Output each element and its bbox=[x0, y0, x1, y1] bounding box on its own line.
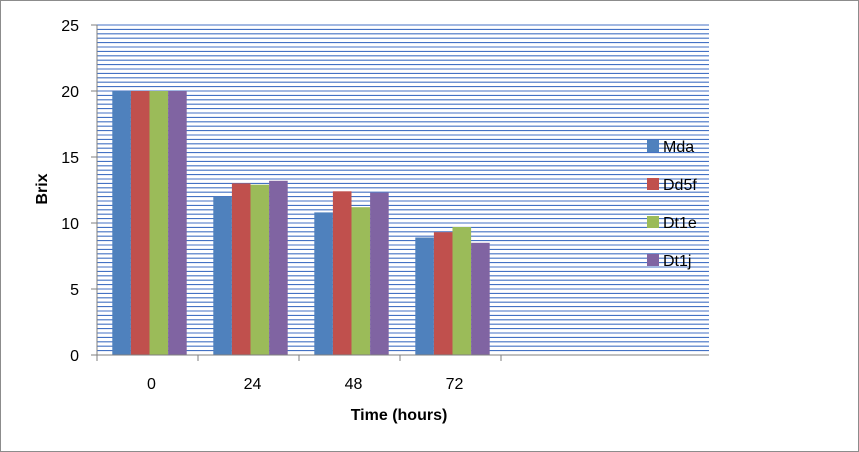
legend-label: Dt1j bbox=[663, 253, 691, 270]
y-tick-label: 20 bbox=[61, 84, 79, 101]
y-axis-title: Brix bbox=[34, 173, 51, 204]
x-tick-label: 48 bbox=[345, 376, 363, 393]
y-tick-label: 0 bbox=[70, 348, 79, 365]
legend-swatch bbox=[647, 178, 659, 190]
bar-dt1j-24 bbox=[269, 180, 288, 355]
bar-dd5f-72 bbox=[433, 232, 453, 355]
bar-mda-72 bbox=[415, 237, 434, 355]
bar-dd5f-48 bbox=[332, 191, 352, 355]
x-tick-label: 72 bbox=[446, 376, 464, 393]
x-tick-label: 0 bbox=[147, 376, 156, 393]
bars bbox=[112, 91, 490, 355]
bar-dt1j-0 bbox=[168, 91, 187, 355]
legend-swatch bbox=[647, 254, 659, 266]
legend-label: Dt1e bbox=[663, 215, 697, 232]
y-tick-label: 15 bbox=[61, 150, 79, 167]
legend: Mda Dd5f Dt1e Dt1j bbox=[647, 139, 697, 270]
x-tick-labels: 0 24 48 72 bbox=[147, 376, 463, 393]
bar-dd5f-0 bbox=[130, 91, 150, 355]
legend-label: Mda bbox=[663, 139, 694, 156]
bar-dd5f-24 bbox=[231, 183, 251, 355]
axes bbox=[91, 24, 709, 361]
bar-dt1j-72 bbox=[471, 242, 490, 355]
bar-mda-0 bbox=[112, 91, 131, 355]
x-axis-title: Time (hours) bbox=[351, 407, 448, 424]
bar-dt1j-48 bbox=[370, 192, 389, 355]
bar-mda-24 bbox=[213, 196, 232, 355]
legend-label: Dd5f bbox=[663, 177, 697, 194]
y-tick-label: 10 bbox=[61, 216, 79, 233]
legend-swatch bbox=[647, 216, 659, 228]
bar-dt1e-24 bbox=[250, 184, 270, 355]
x-tick-label: 24 bbox=[244, 376, 262, 393]
y-tick-labels: 0 5 10 15 20 25 bbox=[61, 18, 79, 365]
bar-dt1e-48 bbox=[351, 207, 371, 355]
gridlines bbox=[97, 24, 709, 356]
bar-mda-48 bbox=[314, 212, 333, 355]
y-tick-label: 25 bbox=[61, 18, 79, 35]
bar-dt1e-0 bbox=[149, 91, 169, 355]
y-tick-label: 5 bbox=[70, 282, 79, 299]
bar-dt1e-72 bbox=[452, 227, 472, 355]
legend-swatch bbox=[647, 140, 659, 152]
plot-area bbox=[97, 25, 709, 355]
